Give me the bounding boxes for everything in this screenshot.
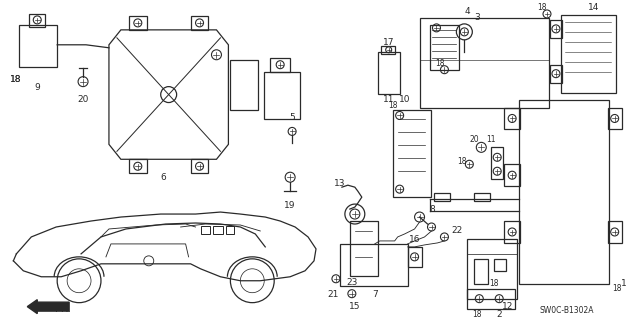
Bar: [467, 289, 515, 308]
Bar: [429, 25, 460, 70]
Bar: [191, 16, 209, 30]
Bar: [381, 46, 395, 54]
Bar: [504, 221, 520, 243]
Bar: [550, 20, 562, 38]
Bar: [378, 52, 399, 93]
Bar: [608, 108, 621, 129]
Text: 18: 18: [435, 59, 444, 68]
Text: 20: 20: [77, 95, 89, 104]
Bar: [340, 244, 408, 286]
Bar: [519, 100, 609, 284]
Bar: [467, 239, 517, 299]
Bar: [494, 259, 506, 271]
Text: 16: 16: [409, 236, 420, 244]
Text: 20: 20: [470, 135, 479, 144]
Bar: [561, 15, 616, 92]
Text: 11: 11: [486, 135, 496, 144]
Text: 5: 5: [289, 113, 295, 122]
Bar: [214, 226, 223, 234]
Bar: [408, 247, 422, 267]
Text: 18: 18: [10, 75, 21, 84]
Text: 17: 17: [383, 38, 394, 47]
Bar: [474, 259, 488, 284]
Text: 15: 15: [349, 302, 360, 311]
Bar: [393, 109, 431, 197]
Text: 19: 19: [284, 201, 296, 210]
Bar: [264, 72, 300, 119]
Bar: [19, 25, 57, 67]
Text: SW0C-B1302A: SW0C-B1302A: [540, 306, 594, 315]
Bar: [492, 147, 503, 179]
Bar: [129, 16, 147, 30]
Text: 1: 1: [621, 279, 627, 288]
Bar: [504, 164, 520, 186]
Text: 4: 4: [465, 7, 470, 16]
Text: 2: 2: [497, 310, 502, 319]
FancyArrow shape: [28, 300, 69, 314]
Text: 18: 18: [537, 4, 547, 12]
Text: 18: 18: [10, 75, 21, 84]
Text: 11: 11: [383, 95, 394, 104]
Bar: [129, 159, 147, 173]
Bar: [608, 221, 621, 243]
Bar: [227, 226, 234, 234]
Text: 18: 18: [472, 310, 482, 319]
Text: 23: 23: [346, 278, 358, 287]
Text: 14: 14: [588, 4, 600, 12]
Bar: [474, 193, 490, 201]
Text: 8: 8: [429, 204, 435, 213]
Bar: [200, 226, 211, 234]
Bar: [29, 14, 45, 27]
Text: 13: 13: [334, 179, 346, 188]
Bar: [550, 65, 562, 83]
Text: 3: 3: [474, 13, 480, 22]
Text: FR.: FR.: [55, 304, 71, 314]
Text: 18: 18: [388, 101, 397, 110]
Text: 12: 12: [502, 302, 513, 311]
Bar: [504, 108, 520, 129]
Text: 7: 7: [372, 290, 378, 299]
Bar: [270, 58, 290, 72]
Text: 18: 18: [612, 284, 621, 293]
Bar: [420, 18, 549, 108]
Bar: [191, 159, 209, 173]
Bar: [230, 60, 259, 109]
Text: 9: 9: [35, 83, 40, 92]
Text: 6: 6: [161, 173, 166, 182]
Text: 10: 10: [399, 95, 410, 104]
Text: 22: 22: [452, 227, 463, 236]
Text: 18: 18: [458, 157, 467, 166]
Bar: [350, 221, 378, 276]
Text: 21: 21: [327, 290, 339, 299]
Bar: [435, 193, 451, 201]
Text: 18: 18: [490, 279, 499, 288]
